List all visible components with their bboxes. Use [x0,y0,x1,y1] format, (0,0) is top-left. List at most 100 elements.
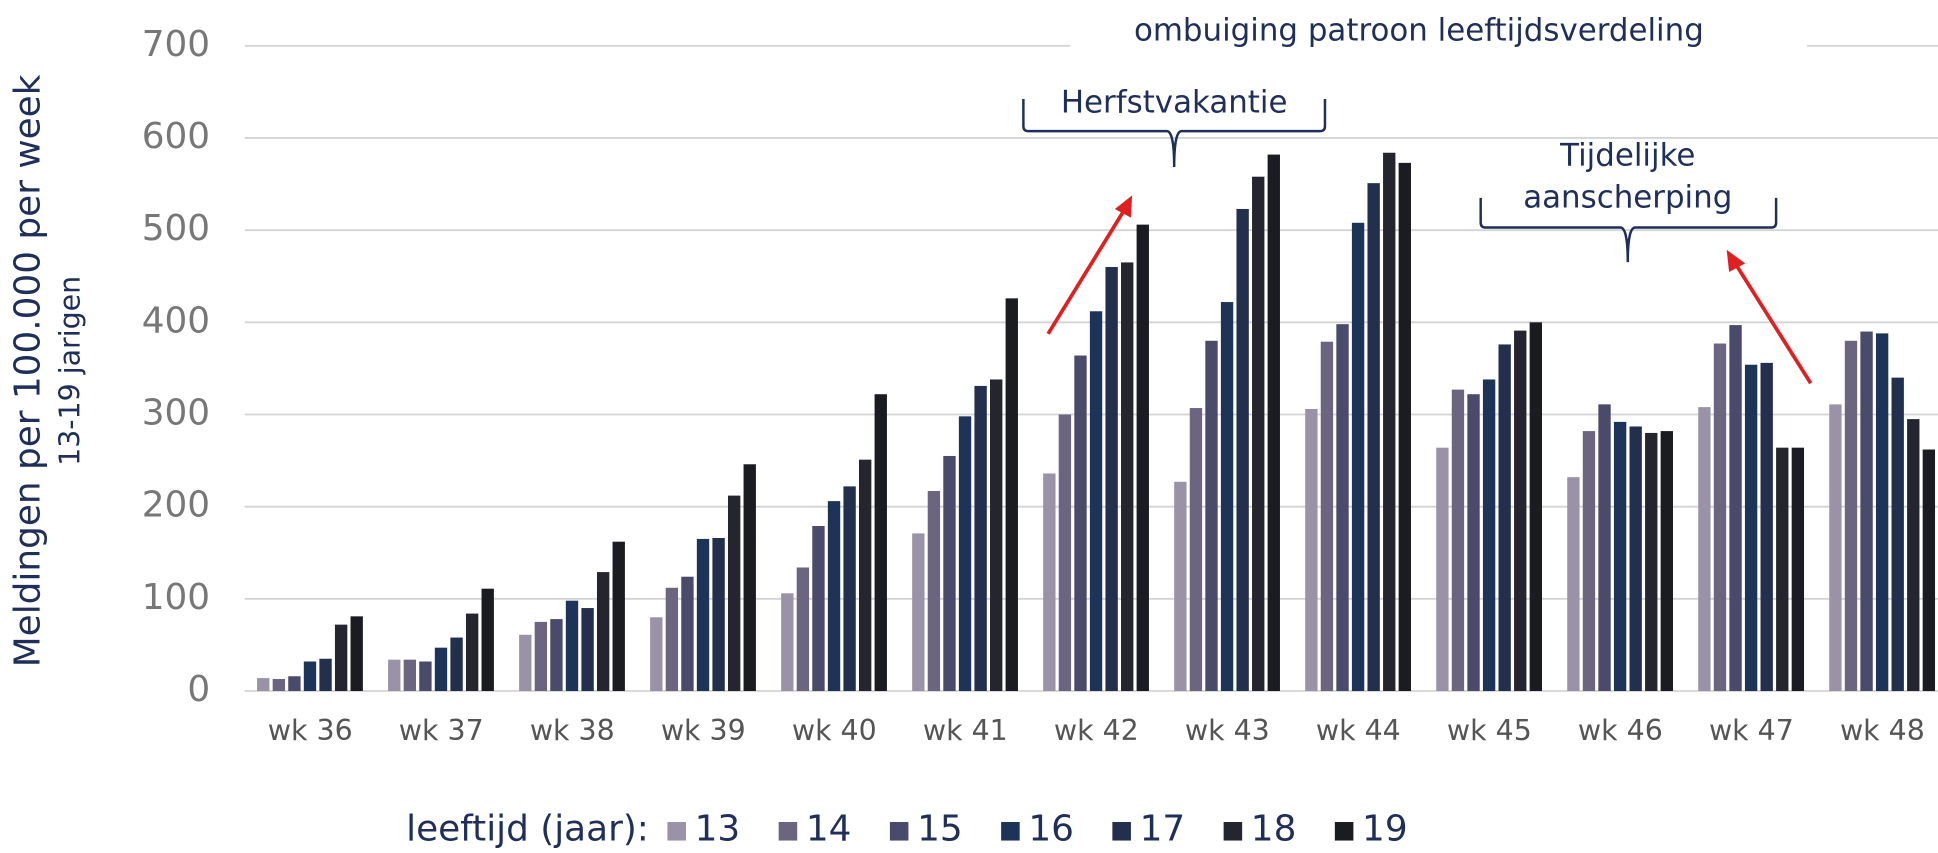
legend-label: 17 [1140,809,1186,850]
y-tick-label: 200 [142,485,210,526]
bar [1121,262,1134,691]
x-tick-label: wk 42 [1054,714,1139,747]
bar [581,608,594,691]
bar [974,385,987,691]
bar [990,379,1003,691]
bar [1220,302,1234,691]
bar [257,678,270,691]
bar [334,624,348,691]
bar [958,416,972,691]
bar [1567,477,1580,691]
bar [1613,421,1627,691]
bar [1351,222,1365,691]
bar [743,464,756,691]
bar [1529,322,1542,691]
bar [796,567,810,691]
y-tick-label: 0 [187,669,210,710]
bar [812,526,825,691]
bar [403,659,417,691]
bar [1043,473,1056,691]
bar [1907,419,1920,691]
bar [1776,447,1789,691]
bar [1336,324,1349,691]
brace [1022,98,1327,167]
bar [1660,431,1674,691]
annotation: aanscherping [1523,180,1732,216]
x-tick-label: wk 48 [1840,714,1925,747]
x-tick-label: wk 47 [1709,714,1794,747]
legend-swatch [778,822,798,841]
legend-label: 16 [1028,809,1074,850]
bar [565,600,579,691]
bar [1875,333,1889,691]
bar [519,634,532,691]
arrow-head [1726,249,1746,273]
x-tick-label: wk 46 [1578,714,1663,747]
bar [1136,224,1149,691]
bar [465,613,479,691]
bar [650,617,663,691]
bar [1744,364,1758,691]
bar [1891,377,1904,691]
legend-label: 15 [917,809,963,850]
bar [1645,432,1658,691]
bar [1451,389,1465,691]
x-tick-label: wk 45 [1447,714,1532,747]
arrow [1731,258,1813,385]
y-tick-label: 300 [142,392,210,433]
bar [665,587,679,691]
bar [1482,379,1496,691]
arrow-head [1114,195,1133,218]
bar [1698,407,1711,691]
bar [1005,298,1018,691]
bar [1252,176,1265,691]
annotation: Herfstvakantie [1061,84,1288,120]
bar [1467,394,1480,691]
legend-swatch [1001,822,1020,841]
legend-swatch [889,822,909,841]
bar [288,676,301,691]
bar [450,637,463,691]
bar [1582,431,1596,691]
bar [434,647,448,691]
bar [1074,355,1087,691]
x-tick-label: wk 41 [923,714,1008,747]
bar [303,661,317,691]
bar [1236,208,1249,691]
bar [1844,340,1858,691]
bar [1760,362,1773,691]
brace [1479,197,1778,263]
arrow [1046,204,1129,335]
bar [1267,154,1280,691]
bar [419,661,432,691]
bar [1205,340,1218,691]
legend-label: 18 [1251,809,1297,850]
x-tick-label: wk 38 [530,714,615,747]
bar [1922,449,1936,691]
bar [912,533,925,691]
bar [388,659,401,691]
bar [1629,426,1642,691]
x-tick-label: wk 40 [792,714,877,747]
legend-swatch [1112,822,1131,841]
bar [1791,447,1805,691]
bar [1398,162,1411,691]
y-axis-label: 13-19 jarigen [54,276,87,466]
bar [1713,343,1727,691]
y-tick-label: 700 [142,24,210,65]
bar [1598,404,1611,691]
bar [350,616,363,691]
bar [858,459,872,691]
legend-label: 19 [1362,809,1408,850]
y-tick-label: 600 [142,116,210,157]
bar [843,486,856,691]
legend-swatch [1334,822,1354,841]
bar [272,679,286,691]
bar [1089,311,1103,691]
bar [1305,408,1318,691]
bar [874,394,887,691]
legend-title: leeftijd (jaar): [406,809,649,850]
bar [1829,404,1842,691]
bar [1105,267,1118,691]
